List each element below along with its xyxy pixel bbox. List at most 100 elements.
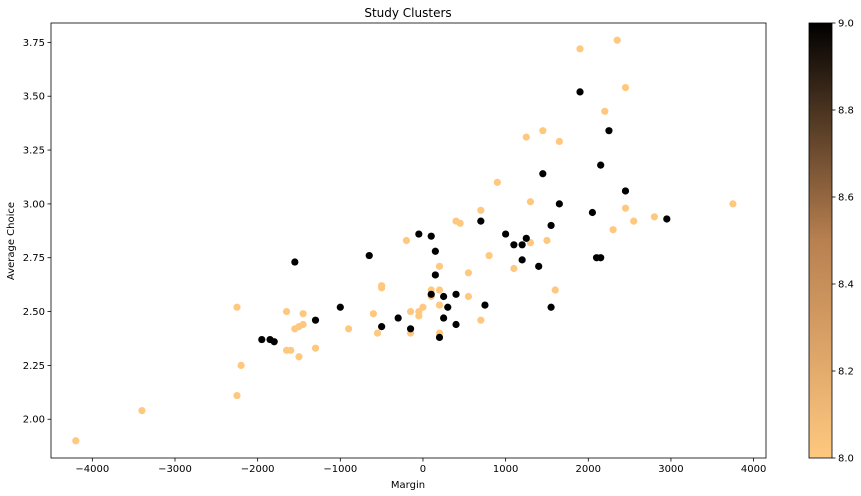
data-point [597,161,605,169]
chart-title: Study Clusters [364,6,451,20]
data-point [510,241,518,249]
data-point [526,198,535,206]
data-point [539,127,547,135]
data-point [551,286,559,294]
data-point [444,303,452,311]
data-point [233,303,241,311]
data-point [477,206,485,214]
data-point [291,258,299,266]
data-point [539,170,547,178]
data-point [518,241,526,249]
data-point [299,320,307,329]
data-point [415,230,423,238]
data-point [485,251,493,260]
data-point [435,333,444,342]
data-point [295,353,303,361]
y-tick-label: 3.75 [23,38,45,49]
data-point [402,236,411,245]
data-point [299,310,307,318]
data-point [729,200,737,208]
x-tick-label: 3000 [658,464,683,475]
data-point [547,221,555,230]
data-point [431,271,439,279]
data-point [609,226,617,234]
y-tick-label: 2.50 [23,307,45,318]
data-point [621,187,630,195]
y-axis: 2.00 2.25 2.50 2.75 3.00 3.25 3.50 3.75 [23,38,51,426]
data-point [621,84,630,92]
data-point [601,107,609,115]
x-tick-label: 4000 [741,464,766,475]
data-point [522,133,530,141]
data-point [435,301,444,309]
data-points [72,36,737,445]
colorbar-gradient [808,22,833,459]
data-point [270,338,278,346]
data-point [597,254,605,262]
data-point [435,286,444,294]
x-tick-label: 0 [420,464,426,475]
x-tick-label: −1000 [323,464,357,475]
data-point [543,236,551,245]
x-tick-label: 2000 [576,464,601,475]
data-point [477,217,485,225]
data-point [427,232,435,240]
data-point [282,307,291,316]
y-tick-label: 2.75 [23,253,45,264]
x-tick-label: −3000 [158,464,192,475]
data-point [522,234,530,242]
data-point [427,290,435,298]
data-point [576,88,584,96]
data-point [431,247,439,255]
y-axis-label: Average Choice [6,202,17,280]
data-point [233,391,241,400]
colorbar: 8.0 8.2 8.4 8.6 8.8 9.0 [808,19,854,465]
data-point [621,204,630,212]
data-point [576,45,584,53]
data-point [369,310,377,318]
data-point [287,346,295,354]
colorbar-tick-label: 8.2 [838,367,854,378]
data-point [630,217,638,225]
data-point [373,329,382,337]
data-point [452,320,460,329]
data-point [493,178,501,186]
data-point [663,215,671,223]
data-point [588,208,597,217]
data-point [547,303,555,311]
x-tick-label: −4000 [75,464,109,475]
data-point [440,314,448,322]
data-point [435,262,444,270]
data-point [481,301,489,309]
data-point [406,325,415,333]
x-axis-label: Margin [391,480,425,491]
data-point [518,256,526,264]
data-point [464,269,473,277]
colorbar-tick-label: 9.0 [838,19,854,30]
data-point [477,316,485,324]
data-point [237,361,245,370]
data-point [378,323,386,331]
colorbar-tick-label: 8.0 [838,454,854,465]
data-point [510,264,518,273]
data-point [613,36,621,44]
colorbar-ticks: 8.0 8.2 8.4 8.6 8.8 9.0 [832,19,854,465]
x-axis: −4000 −3000 −2000 −1000 0 1000 2000 3000 4000 [75,458,766,475]
data-point [336,303,344,311]
x-tick-label: 1000 [493,464,518,475]
data-point [502,230,510,238]
data-point [650,213,659,221]
data-point [344,325,353,333]
data-point [456,219,464,227]
data-point [535,262,543,270]
data-point [72,437,80,445]
colorbar-tick-label: 8.4 [838,280,854,291]
data-point [138,407,146,415]
data-point [440,292,448,301]
y-tick-label: 3.25 [23,146,45,157]
data-point [419,303,427,311]
y-tick-label: 2.00 [23,415,45,426]
y-tick-label: 3.00 [23,199,45,210]
y-tick-label: 2.25 [23,361,45,372]
